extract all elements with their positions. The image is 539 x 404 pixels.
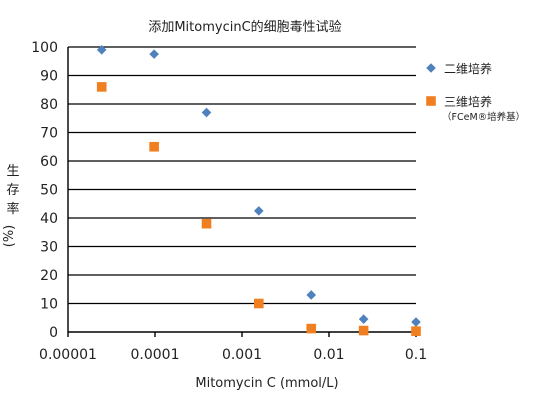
data-point-diamond xyxy=(96,45,107,55)
y-axis-label: 生存率 (%) xyxy=(2,164,20,247)
data-point-square xyxy=(254,298,264,309)
data-point-diamond xyxy=(411,317,421,327)
legend-note: （FCeM®培养基） xyxy=(442,111,525,123)
y-tick-labels: 0 10 20 30 40 50 60 70 80 90 100 xyxy=(31,40,58,341)
x-tick-label: 0.00001 xyxy=(39,347,97,363)
y-tick-label: 80 xyxy=(40,97,58,113)
data-point-diamond xyxy=(254,206,264,216)
data-point-square xyxy=(96,82,107,92)
legend-label: 三维培养 xyxy=(444,94,492,109)
data-point-diamond xyxy=(306,290,317,300)
legend-marker xyxy=(426,63,436,73)
y-axis-unit: (%) xyxy=(2,225,17,248)
y-tick-label: 10 xyxy=(40,297,58,313)
data-point-diamond xyxy=(149,49,159,59)
x-axis-label: Mitomycin C (mmol/L) xyxy=(195,376,338,391)
x-tick-label: 0.001 xyxy=(222,347,262,363)
legend-marker xyxy=(426,96,436,106)
y-tick-label: 0 xyxy=(49,325,58,341)
y-tick-label: 20 xyxy=(40,268,58,284)
data-series xyxy=(96,45,421,336)
data-point-diamond xyxy=(358,314,369,324)
data-point-square xyxy=(149,141,159,152)
y-tick-label: 60 xyxy=(40,154,58,170)
axes xyxy=(67,47,417,337)
y-tick-label: 100 xyxy=(31,40,58,56)
y-axis-label-char: 率 xyxy=(6,201,19,217)
y-axis-label-char: 生 xyxy=(6,164,19,179)
y-axis-label-char: 存 xyxy=(6,183,19,198)
y-tick-label: 70 xyxy=(40,126,58,142)
x-tick-label: 0.0001 xyxy=(131,347,180,363)
data-point-square xyxy=(201,218,212,229)
chart-title: 添加MitomycinC的细胞毒性试验 xyxy=(148,19,341,35)
y-tick-label: 40 xyxy=(40,211,58,227)
x-tick-label: 0.1 xyxy=(405,347,427,363)
series-1 xyxy=(96,45,421,327)
series-2 xyxy=(96,82,421,336)
data-point-square xyxy=(411,326,421,336)
data-point-diamond xyxy=(201,107,212,118)
x-tick-labels: 0.00001 0.0001 0.001 0.01 0.1 xyxy=(39,347,427,363)
legend-label: 二维培养 xyxy=(444,61,492,76)
y-tick-label: 90 xyxy=(40,69,58,85)
gridlines xyxy=(68,46,416,305)
y-tick-label: 50 xyxy=(40,183,58,199)
y-tick-label: 30 xyxy=(40,240,58,256)
data-point-square xyxy=(306,323,317,334)
x-tick-label: 0.01 xyxy=(313,347,344,363)
data-point-square xyxy=(358,325,369,336)
